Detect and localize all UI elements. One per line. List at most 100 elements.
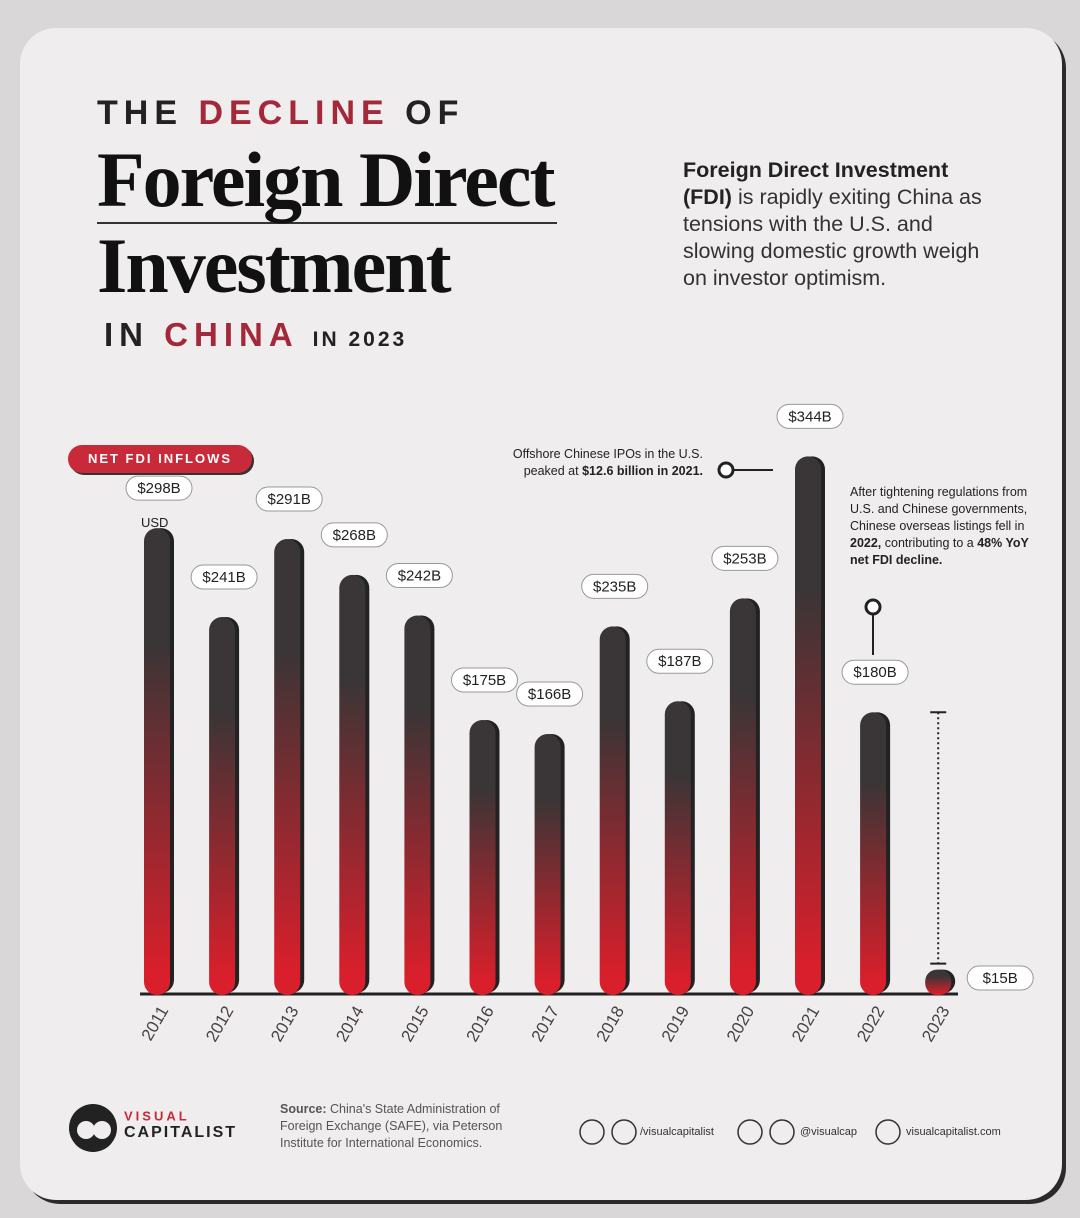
x-tick-label: 2021 — [788, 1003, 823, 1045]
value-label-pill — [385, 562, 453, 588]
title-in: IN — [104, 316, 149, 353]
value-label: $344B — [788, 408, 831, 425]
bar — [925, 969, 952, 995]
value-label-group: $175B — [451, 667, 518, 693]
title-bottom: IN CHINA IN 2023 — [104, 316, 407, 354]
value-label-group: $241B — [190, 564, 258, 590]
x-tick-label: 2022 — [853, 1003, 888, 1045]
value-label-pill — [711, 545, 779, 571]
value-label: $242B — [398, 567, 441, 584]
description-bold: Foreign Direct Investment (FDI) — [683, 158, 949, 209]
social-handle: visualcapitalist.com — [906, 1126, 1001, 1138]
badge: NET FDI INFLOWS — [68, 445, 252, 473]
bar — [144, 528, 170, 995]
bar — [469, 720, 496, 995]
value-label-pill — [776, 403, 844, 429]
annotation-bold: 2022, — [850, 536, 882, 550]
value-label-pill — [320, 522, 388, 548]
value-label-pill — [255, 486, 323, 512]
value-label-pill — [966, 965, 1034, 991]
title-country: CHINA — [164, 316, 298, 353]
x-tick-label: 2012 — [202, 1003, 237, 1045]
value-label-pill — [125, 475, 193, 501]
annotation-bold: 48% YoY net FDI decline. — [850, 536, 1029, 567]
annotation-dot — [864, 598, 882, 616]
description: Foreign Direct Investment (FDI) is rapid… — [683, 157, 1003, 292]
annotation: Offshore Chinese IPOs in the U.S. peaked… — [503, 446, 703, 480]
x-tick-label: 2020 — [723, 1003, 758, 1045]
annotation-text: contributing to a — [884, 536, 974, 550]
value-label: $253B — [723, 550, 766, 567]
bar — [664, 701, 691, 995]
annotation-text: After tightening regulations from U.S. a… — [850, 485, 1028, 533]
value-label-group: $235B — [581, 573, 649, 599]
social-icons — [579, 1119, 901, 1145]
title-highlight: DECLINE — [198, 94, 390, 132]
value-label-group: $15B — [966, 965, 1034, 991]
x-tick-label: 2023 — [918, 1003, 953, 1045]
value-label-pill — [516, 681, 584, 707]
social-handle: /visualcapitalist — [640, 1126, 714, 1138]
value-label-group: $268B — [320, 522, 388, 548]
logo-icon — [69, 1104, 117, 1152]
value-label-group: $180B — [841, 659, 909, 685]
x-tick-label: 2015 — [397, 1003, 432, 1045]
value-label: $180B — [853, 664, 896, 681]
value-label-group: $291B — [255, 486, 323, 512]
value-label: $175B — [463, 672, 506, 689]
decline-bracket — [930, 711, 947, 965]
logo-text: CAPITALIST — [124, 1124, 237, 1141]
value-label-group: $253B — [711, 545, 779, 571]
annotation: After tightening regulations from U.S. a… — [850, 484, 1035, 569]
x-tick-label: 2018 — [593, 1003, 628, 1045]
title-top: THE DECLINE OF — [97, 94, 464, 133]
title-pre: THE — [97, 94, 183, 132]
bar — [209, 617, 236, 995]
x-tick-label: 2011 — [138, 1003, 173, 1044]
social-handle: @visualcap — [800, 1126, 857, 1138]
value-label: $298B — [137, 480, 180, 497]
bar — [339, 574, 366, 995]
annotation-text: Offshore Chinese IPOs in the U.S. peaked… — [512, 447, 703, 478]
value-label-group: $298B — [125, 475, 193, 501]
annotation-bold: $12.6 billion in 2021. — [582, 464, 703, 478]
title-main-1: Foreign Direct — [97, 138, 558, 224]
value-label: $15B — [983, 970, 1018, 987]
title-of: OF — [405, 94, 465, 132]
value-label-group: $344B — [776, 403, 844, 429]
source-label: Source: — [280, 1102, 327, 1116]
bar — [404, 615, 431, 995]
value-label: $241B — [202, 569, 245, 586]
value-label-pill — [451, 667, 518, 693]
bar — [729, 598, 756, 995]
logo-text: VISUAL — [124, 1108, 190, 1123]
bar — [534, 734, 561, 995]
bar — [274, 539, 301, 995]
value-label-pill — [190, 564, 258, 590]
bar — [795, 456, 821, 995]
value-label-pill — [646, 648, 714, 674]
value-label-group: $166B — [516, 681, 584, 707]
x-tick-label: 2013 — [267, 1003, 302, 1045]
x-tick-label: 2014 — [332, 1003, 367, 1045]
value-label-group: $187B — [646, 648, 714, 674]
x-tick-label: 2019 — [658, 1003, 693, 1045]
value-label-pill — [841, 659, 909, 685]
value-label: $268B — [333, 527, 376, 544]
value-label: $235B — [593, 578, 636, 595]
value-label-pill — [581, 573, 649, 599]
title-main-2: Investment — [97, 222, 452, 309]
annotation-dot — [717, 461, 735, 479]
title-year: IN 2023 — [312, 328, 408, 351]
value-label-group: $242B — [385, 562, 453, 588]
description-text: is rapidly exiting China as tensions wit… — [683, 185, 982, 290]
x-tick-label: 2017 — [528, 1003, 563, 1045]
source-text: China's State Administration of Foreign … — [280, 1102, 503, 1150]
value-label: $166B — [528, 686, 571, 703]
bar — [860, 712, 887, 995]
value-label: $291B — [268, 491, 311, 508]
bar — [599, 626, 626, 995]
value-label: $187B — [658, 653, 701, 670]
x-tick-label: 2016 — [462, 1003, 497, 1045]
